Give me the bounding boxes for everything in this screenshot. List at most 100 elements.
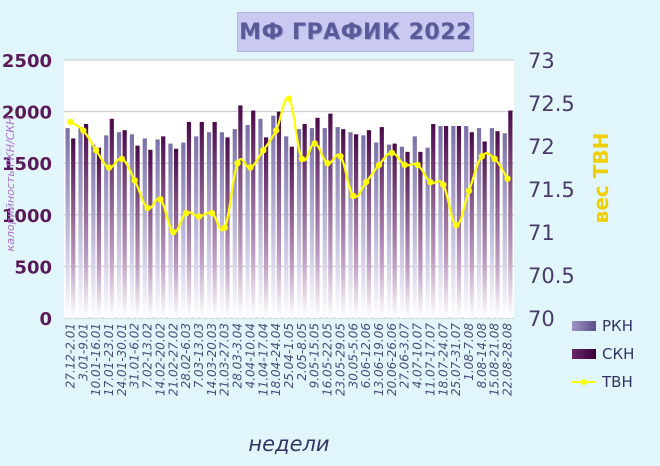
x-tick-label: 16.05-22.05 <box>321 323 335 396</box>
bar-rkn <box>206 132 212 318</box>
y2-tick-label: 71 <box>528 221 555 245</box>
tvn-point <box>350 192 357 200</box>
x-tick-label: 23.05-29.05 <box>333 323 347 396</box>
legend-swatch-skn <box>572 349 596 359</box>
tvn-point <box>182 209 190 217</box>
bar-rkn <box>104 135 109 318</box>
bar-skn <box>212 121 217 318</box>
bar-rkn <box>361 135 366 318</box>
bar-skn <box>495 131 500 318</box>
legend-label-skn: СКН <box>602 345 635 363</box>
legend-label-tvn: ТВН <box>602 373 633 391</box>
x-tick-label: 11.04-17.04 <box>256 323 270 396</box>
y-tick-label: 2500 <box>2 51 52 72</box>
bar-skn <box>302 123 307 318</box>
x-tick-label: 21.02-27.02 <box>166 323 180 396</box>
bar-skn <box>443 126 449 318</box>
tvn-point <box>337 153 344 160</box>
bar-rkn <box>386 144 392 318</box>
y2-tick-label: 70.5 <box>528 264 575 288</box>
tvn-point <box>260 147 267 154</box>
bar-skn <box>482 141 487 318</box>
tvn-point <box>285 95 293 102</box>
bar-rkn <box>65 128 70 318</box>
tvn-point <box>298 155 306 163</box>
bar-rkn <box>232 129 237 318</box>
bar-rkn <box>335 127 340 318</box>
bar-skn <box>238 105 243 319</box>
x-tick-label: 10.01-16.01 <box>89 323 103 396</box>
bar-skn <box>379 127 384 318</box>
y-tick-label: 2000 <box>2 103 52 124</box>
tvn-point <box>427 178 434 186</box>
tvn-point <box>195 213 203 220</box>
bar-skn <box>353 134 359 318</box>
bar-rkn <box>322 128 327 318</box>
y2-tick-label: 71.5 <box>528 178 575 202</box>
y-tick-label: 1000 <box>2 206 52 227</box>
x-axis: 27.12-2.013.01-9.0110.01-16.0117.01-23.0… <box>63 323 514 396</box>
x-tick-label: 15.08-21.08 <box>488 323 502 396</box>
x-tick-label: 1.08-7.08 <box>462 323 476 381</box>
bar-skn <box>186 121 192 318</box>
chart-title: МФ ГРАФИК 2022 <box>237 12 474 52</box>
bar-rkn <box>476 128 482 318</box>
x-tick-label: 25.07-31.07 <box>449 323 463 396</box>
x-axis-title: недели <box>248 432 329 456</box>
x-tick-label: 28.03-3.04 <box>231 323 245 388</box>
x-tick-label: 7.03-13.03 <box>192 323 206 388</box>
tvn-point <box>401 161 408 169</box>
y-axis-title: калорийность РКН/СКН <box>4 117 17 252</box>
bar-rkn <box>464 126 469 318</box>
tvn-point <box>375 161 383 169</box>
x-tick-label: 7.02-13.02 <box>141 323 155 388</box>
bar-rkn <box>116 132 122 318</box>
x-tick-label: 6.06-12.06 <box>359 323 373 389</box>
x-tick-label: 3.01-9.01 <box>76 323 90 381</box>
bar-skn <box>71 138 76 318</box>
x-tick-label: 18.04-24.04 <box>269 323 283 396</box>
bar-rkn <box>399 146 405 318</box>
legend-item-skn: СКН <box>572 340 652 368</box>
y-tick-label: 500 <box>14 257 52 278</box>
bar-skn <box>83 123 89 318</box>
bar-skn <box>135 145 140 318</box>
x-tick-label: 2.05-8.05 <box>295 323 309 381</box>
bar-rkn <box>374 142 379 318</box>
bar-rkn <box>348 132 353 318</box>
tvn-point <box>105 164 113 171</box>
x-tick-label: 8.08-14.08 <box>475 323 489 389</box>
tvn-point <box>504 175 511 182</box>
bar-skn <box>315 117 320 319</box>
y-axis-right: 70 70.5 71 71.5 72 72.5 73 <box>528 49 575 331</box>
bar-rkn <box>502 133 507 318</box>
x-tick-label: 31.01-6.02 <box>128 323 142 388</box>
y-axis-left: 0 500 1000 1500 2000 2500 <box>2 51 52 330</box>
tvn-point <box>452 221 460 229</box>
legend: РКН СКН ТВН <box>572 312 652 396</box>
tvn-point <box>388 149 396 157</box>
bar-skn <box>328 113 333 318</box>
bar-rkn <box>155 139 160 318</box>
x-tick-label: 11.07-17.07 <box>423 323 437 396</box>
legend-item-rkn: РКН <box>572 312 652 340</box>
x-tick-label: 14.02-20.02 <box>153 323 167 396</box>
tvn-point <box>80 127 87 134</box>
bar-rkn <box>284 136 289 318</box>
bar-rkn <box>142 138 147 318</box>
bar-skn <box>109 118 114 318</box>
tvn-point <box>465 187 473 194</box>
tvn-point <box>478 153 486 160</box>
x-tick-label: 4.07-10.07 <box>411 323 425 389</box>
tvn-point <box>491 155 498 163</box>
tvn-line <box>67 95 511 236</box>
bar-skn <box>431 123 436 318</box>
tvn-point <box>118 155 126 163</box>
bar-rkn <box>219 132 225 318</box>
x-tick-label: 25.04-1.05 <box>282 323 296 388</box>
bar-skn <box>199 121 204 318</box>
x-tick-label: 17.01-23.01 <box>102 323 116 396</box>
legend-swatch-tvn <box>572 377 596 387</box>
bar-rkn <box>194 136 199 318</box>
